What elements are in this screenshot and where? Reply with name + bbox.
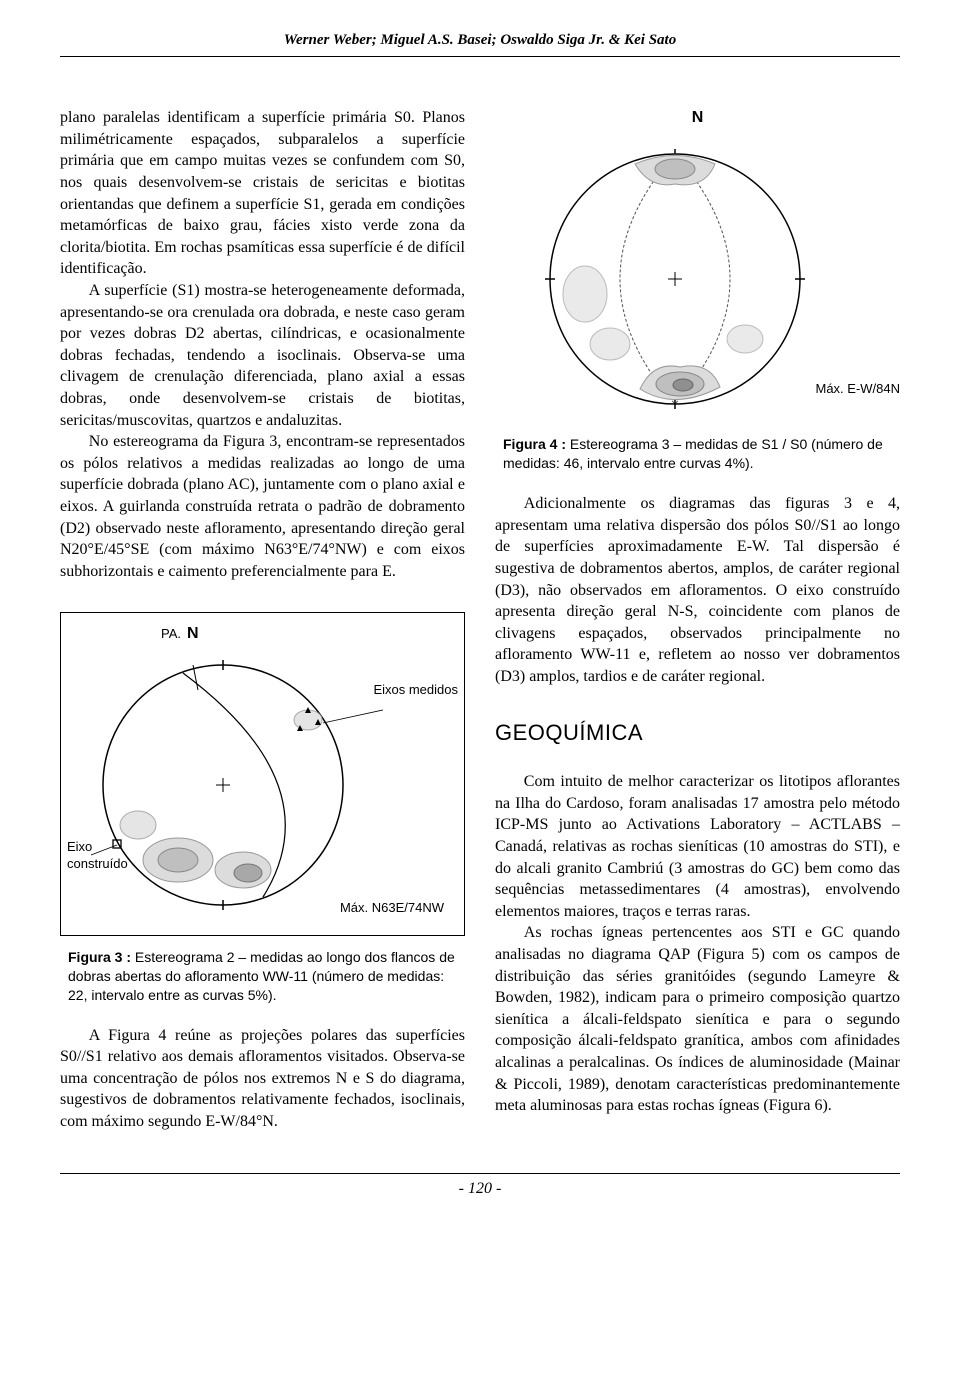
section-heading-geoquimica: GEOQUÍMICA: [495, 718, 900, 748]
two-column-layout: plano paralelas identificam a superfície…: [60, 107, 900, 1132]
fig3-pa-label: PA.: [161, 625, 181, 643]
paragraph: Adicionalmente os diagramas das figuras …: [495, 493, 900, 687]
left-column: plano paralelas identificam a superfície…: [60, 107, 465, 1132]
paragraph: Com intuito de melhor caracterizar os li…: [495, 771, 900, 922]
figure-4-stereonet: N: [495, 107, 900, 425]
stereonet-diagram-icon: [495, 129, 875, 419]
fig3-eixo-construido-label: Eixo construído: [67, 838, 128, 873]
paragraph: plano paralelas identificam a superfície…: [60, 107, 465, 280]
fig3-number: Figura 3 :: [68, 949, 131, 965]
fig4-north-label: N: [692, 109, 704, 126]
fig4-number: Figura 4 :: [503, 436, 566, 452]
author-header: Werner Weber; Miguel A.S. Basei; Oswaldo…: [60, 30, 900, 57]
paragraph: A superfície (S1) mostra-se heterogeneam…: [60, 280, 465, 431]
fig3-max-label: Máx. N63E/74NW: [340, 899, 444, 917]
paragraph: A Figura 4 reúne as projeções polares da…: [60, 1025, 465, 1133]
paragraph: No estereograma da Figura 3, encontram-s…: [60, 431, 465, 582]
fig3-eixos-medidos-label: Eixos medidos: [373, 681, 458, 699]
fig3-north-label: N: [187, 623, 199, 645]
right-column: N: [495, 107, 900, 1132]
figure-4-caption: Figura 4 : Estereograma 3 – medidas de S…: [495, 435, 900, 473]
paragraph: As rochas ígneas pertencentes aos STI e …: [495, 922, 900, 1116]
fig4-max-label: Máx. E-W/84N: [815, 380, 900, 398]
page-number: - 120 -: [60, 1173, 900, 1200]
figure-3-stereonet: PA. N: [60, 612, 465, 936]
figure-3-caption: Figura 3 : Estereograma 2 – medidas ao l…: [60, 948, 465, 1005]
